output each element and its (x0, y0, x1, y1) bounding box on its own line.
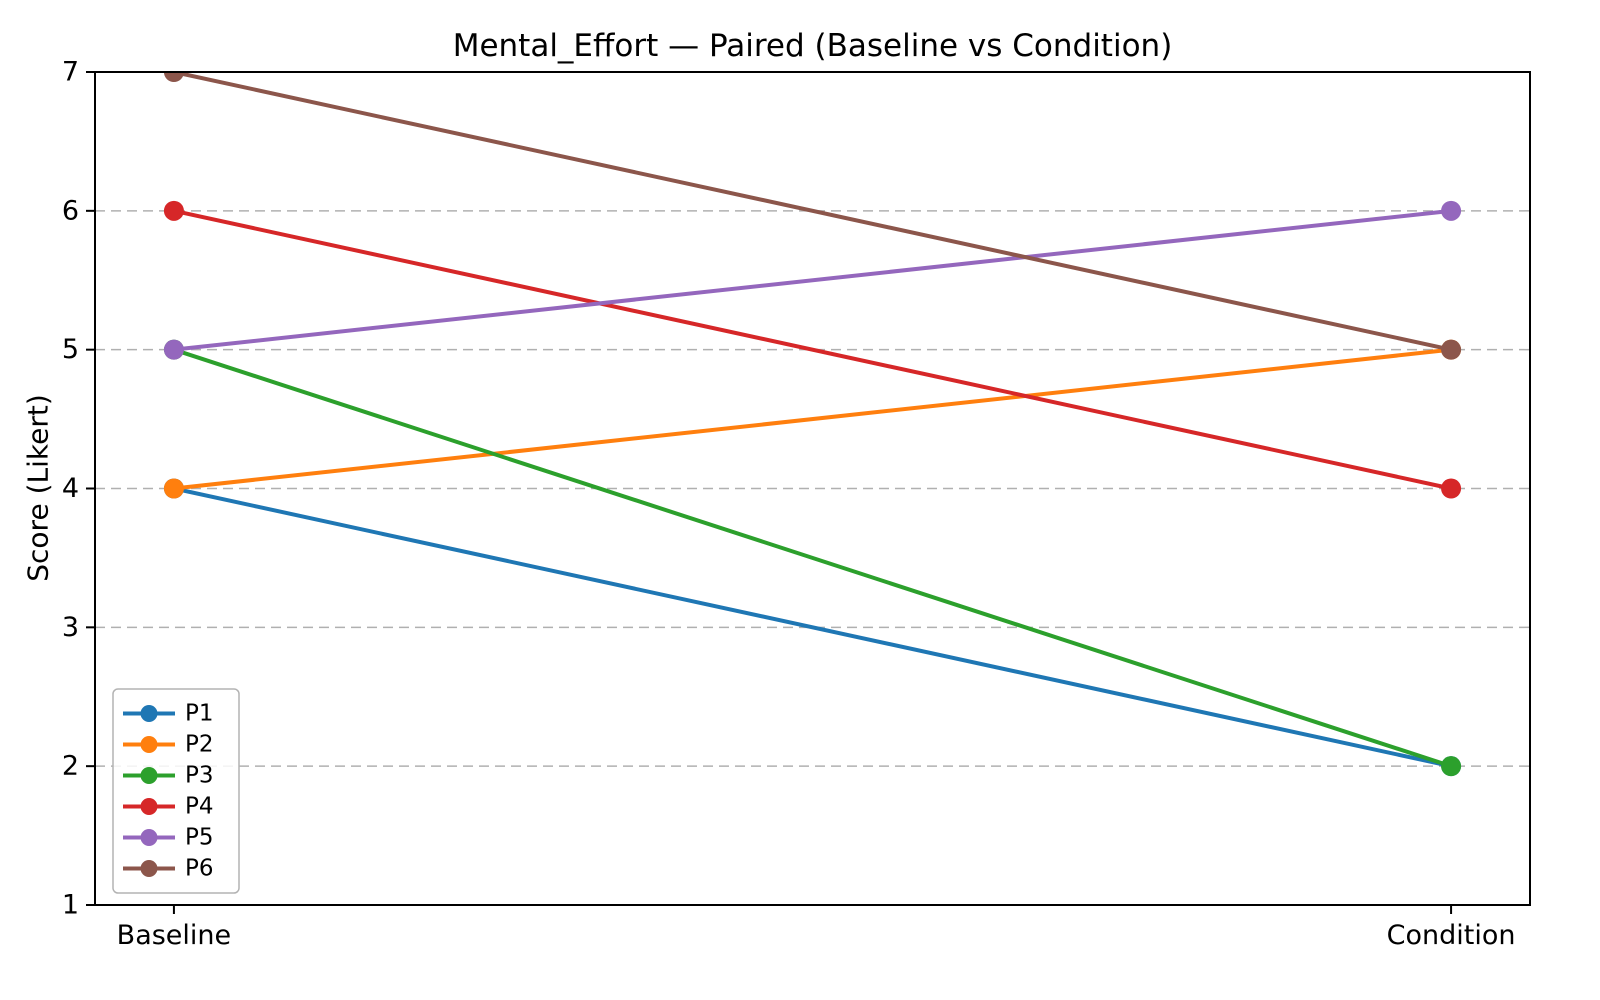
series-line-P2 (173, 347, 1452, 491)
legend-label-P6: P6 (185, 856, 214, 882)
legend: P1 P2 P3 P4 P5 P6 (112, 688, 240, 894)
y-tick-label-5: 5 (62, 334, 79, 365)
series-line-P5 (173, 208, 1452, 352)
y-tick-label-2: 2 (62, 751, 79, 782)
marker-P6-Condition (1441, 339, 1462, 360)
legend-label-P4: P4 (185, 794, 214, 820)
axis-ticks: 1 2 3 4 5 6 7 Baseline Condition (62, 57, 1516, 952)
marker-P5-Condition (1441, 200, 1462, 221)
y-tick-label-1: 1 (62, 890, 79, 921)
marker-P4-Baseline (163, 200, 184, 221)
series-line-P4 (173, 208, 1452, 491)
legend-marker-P1 (140, 705, 158, 722)
marker-P3-Condition (1441, 756, 1462, 777)
x-tick-label-Condition: Condition (1387, 920, 1516, 951)
series-line-P1 (173, 486, 1452, 769)
legend-marker-P6 (140, 860, 158, 877)
legend-label-P2: P2 (185, 732, 214, 758)
marker-P2-Baseline (163, 478, 184, 499)
legend-box (112, 688, 240, 894)
series-line-P6 (173, 72, 1452, 352)
y-tick-label-6: 6 (62, 195, 79, 226)
series-line-P3 (173, 347, 1452, 769)
marker-P4-Condition (1441, 478, 1462, 499)
legend-marker-P3 (140, 767, 158, 784)
gridlines (95, 71, 1530, 906)
marker-P5-Baseline (163, 339, 184, 360)
legend-marker-P5 (140, 829, 158, 846)
y-tick-label-3: 3 (62, 612, 79, 643)
chart-title: Mental_Effort — Paired (Baseline vs Cond… (452, 28, 1173, 64)
legend-marker-P4 (140, 798, 158, 815)
marker-P6-Baseline (163, 72, 184, 82)
x-tick-label-Baseline: Baseline (117, 920, 231, 951)
legend-label-P5: P5 (185, 825, 214, 851)
series-lines (163, 72, 1462, 777)
y-tick-label-4: 4 (62, 473, 79, 504)
legend-label-P3: P3 (185, 763, 214, 789)
legend-marker-P2 (140, 736, 158, 753)
y-tick-label-7: 7 (62, 57, 79, 88)
legend-label-P1: P1 (185, 701, 214, 727)
